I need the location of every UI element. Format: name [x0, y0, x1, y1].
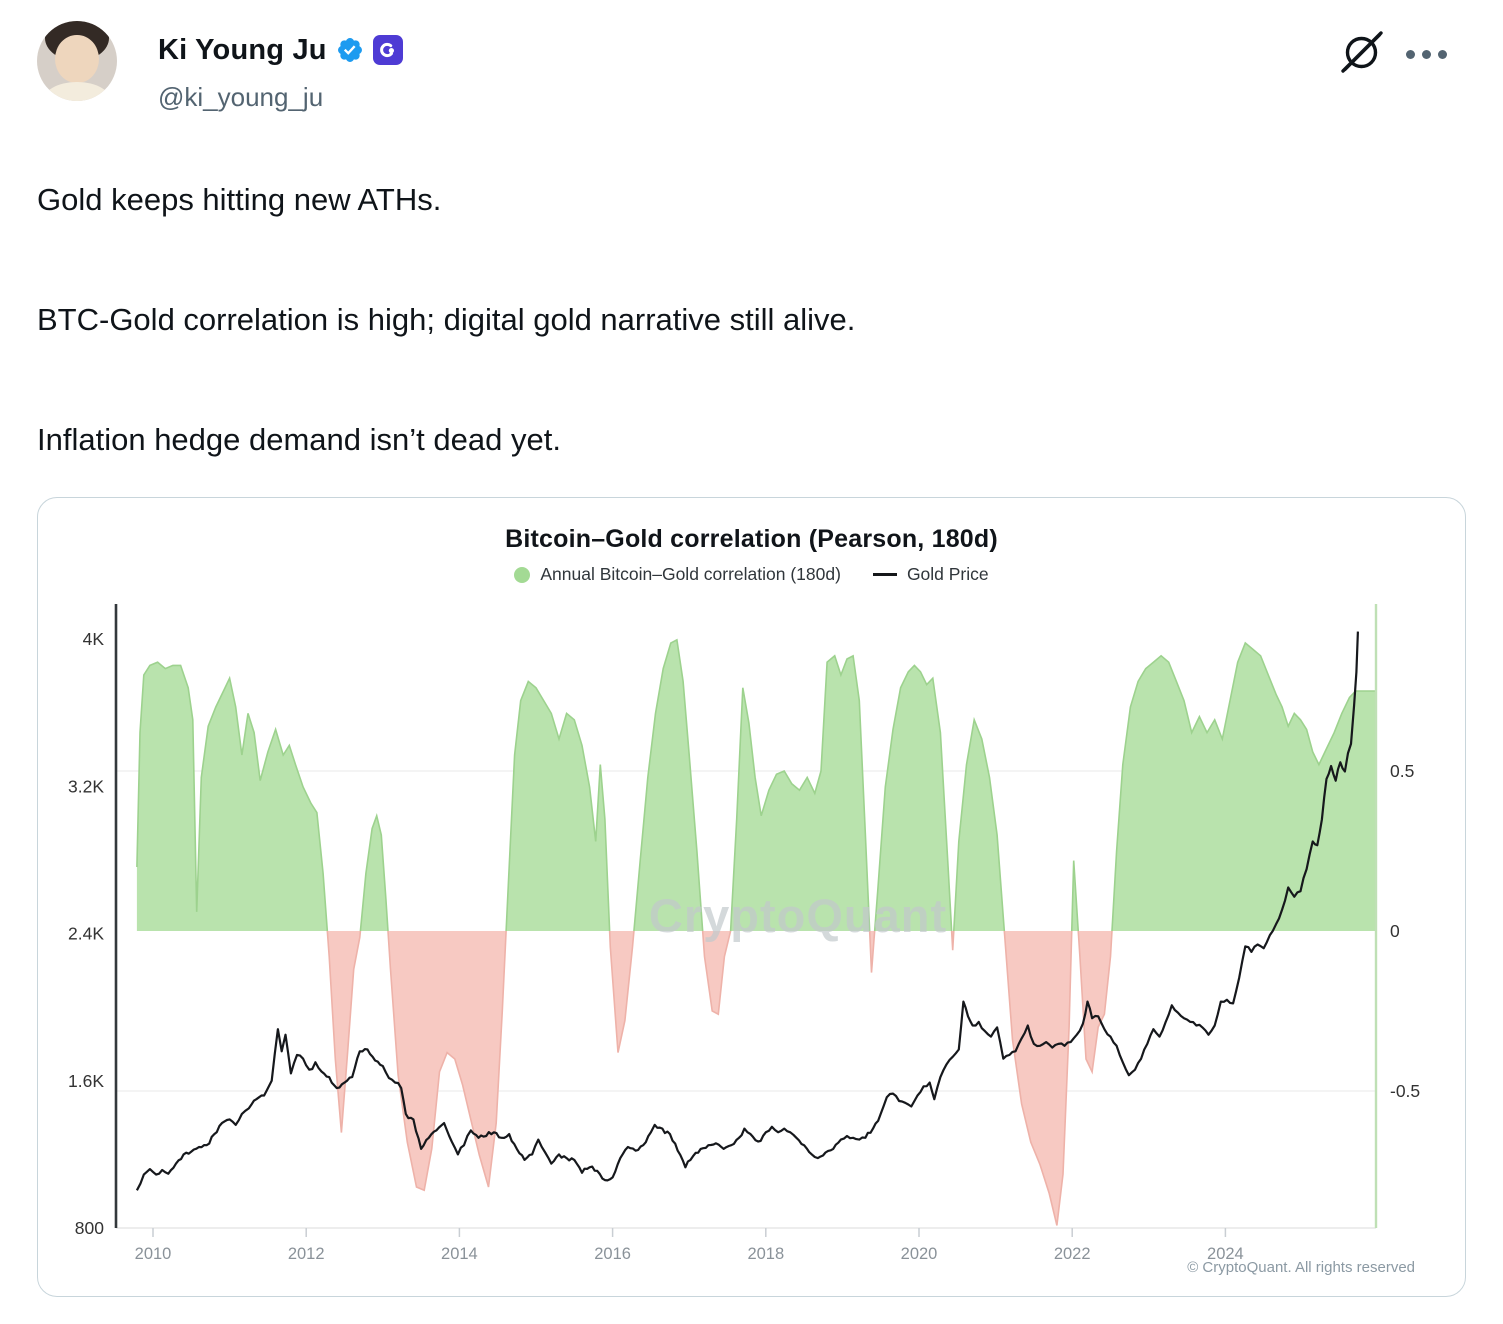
cryptoquant-affiliate-badge-icon[interactable] [372, 35, 403, 65]
tweet-line: Inflation hedge demand isn’t dead yet. [37, 422, 561, 457]
gold-price-line [135, 631, 1359, 1191]
correlation-area-negative [136, 931, 1376, 1226]
y-axis-right-tick-label: -0.5 [1390, 1081, 1420, 1101]
x-axis-tick-label: 2016 [594, 1245, 631, 1263]
x-axis-tick-label: 2018 [747, 1245, 784, 1263]
y-axis-left-tick-label: 1.6K [68, 1071, 104, 1091]
y-axis-right-tick-label: 0 [1390, 921, 1400, 941]
legend-label-gold: Gold Price [906, 564, 989, 584]
verified-badge-icon [337, 38, 362, 62]
chart-copyright: © CryptoQuant. All rights reserved [1187, 1259, 1415, 1276]
x-axis-tick-label: 2010 [135, 1245, 172, 1263]
x-axis-tick-label: 2014 [441, 1245, 478, 1263]
legend-dot-icon [514, 566, 531, 583]
y-axis-left-tick-label: 2.4K [68, 924, 104, 944]
legend-label-correlation: Annual Bitcoin–Gold correlation (180d) [540, 564, 841, 584]
chart-title: Bitcoin–Gold correlation (Pearson, 180d) [505, 525, 998, 553]
legend-line-icon [872, 573, 897, 576]
x-axis-tick-label: 2020 [901, 1245, 938, 1263]
watermark: CryptoQuant [649, 889, 947, 942]
tweet-text: Gold keeps hitting new ATHs. BTC-Gold co… [37, 180, 1457, 540]
x-axis-tick-label: 2012 [288, 1245, 325, 1263]
author-row: Ki Young Ju [158, 31, 403, 69]
correlation-area-positive [136, 639, 1376, 931]
correlation-chart: CryptoQuant 4K 3.2K 2.4K 1.6K 800 0.5 0 -0.5 2010… [68, 604, 1420, 1263]
tweet-line: Gold keeps hitting new ATHs. [37, 182, 442, 217]
author-name[interactable]: Ki Young Ju [158, 33, 327, 66]
y-axis-right-tick-label: 0.5 [1390, 761, 1414, 781]
author-handle[interactable]: @ki_young_ju [158, 82, 324, 112]
more-options-icon[interactable] [1402, 46, 1451, 63]
y-axis-left-tick-label: 800 [75, 1218, 104, 1238]
avatar[interactable] [37, 21, 117, 101]
x-axis-tick-label: 2024 [1207, 1245, 1244, 1263]
media-card[interactable]: CryptoQuant 4K 3.2K 2.4K 1.6K 800 0.5 0 -0.5 2010… [37, 497, 1466, 1297]
y-axis-left-tick-label: 3.2K [68, 776, 104, 796]
y-axis-left-tick-label: 4K [83, 629, 105, 649]
grok-icon[interactable] [1340, 30, 1384, 74]
tweet-line: BTC-Gold correlation is high; digital go… [37, 302, 856, 337]
x-axis-tick-label: 2022 [1054, 1245, 1091, 1263]
chart-legend: Annual Bitcoin–Gold correlation (180d) G… [38, 564, 1465, 585]
